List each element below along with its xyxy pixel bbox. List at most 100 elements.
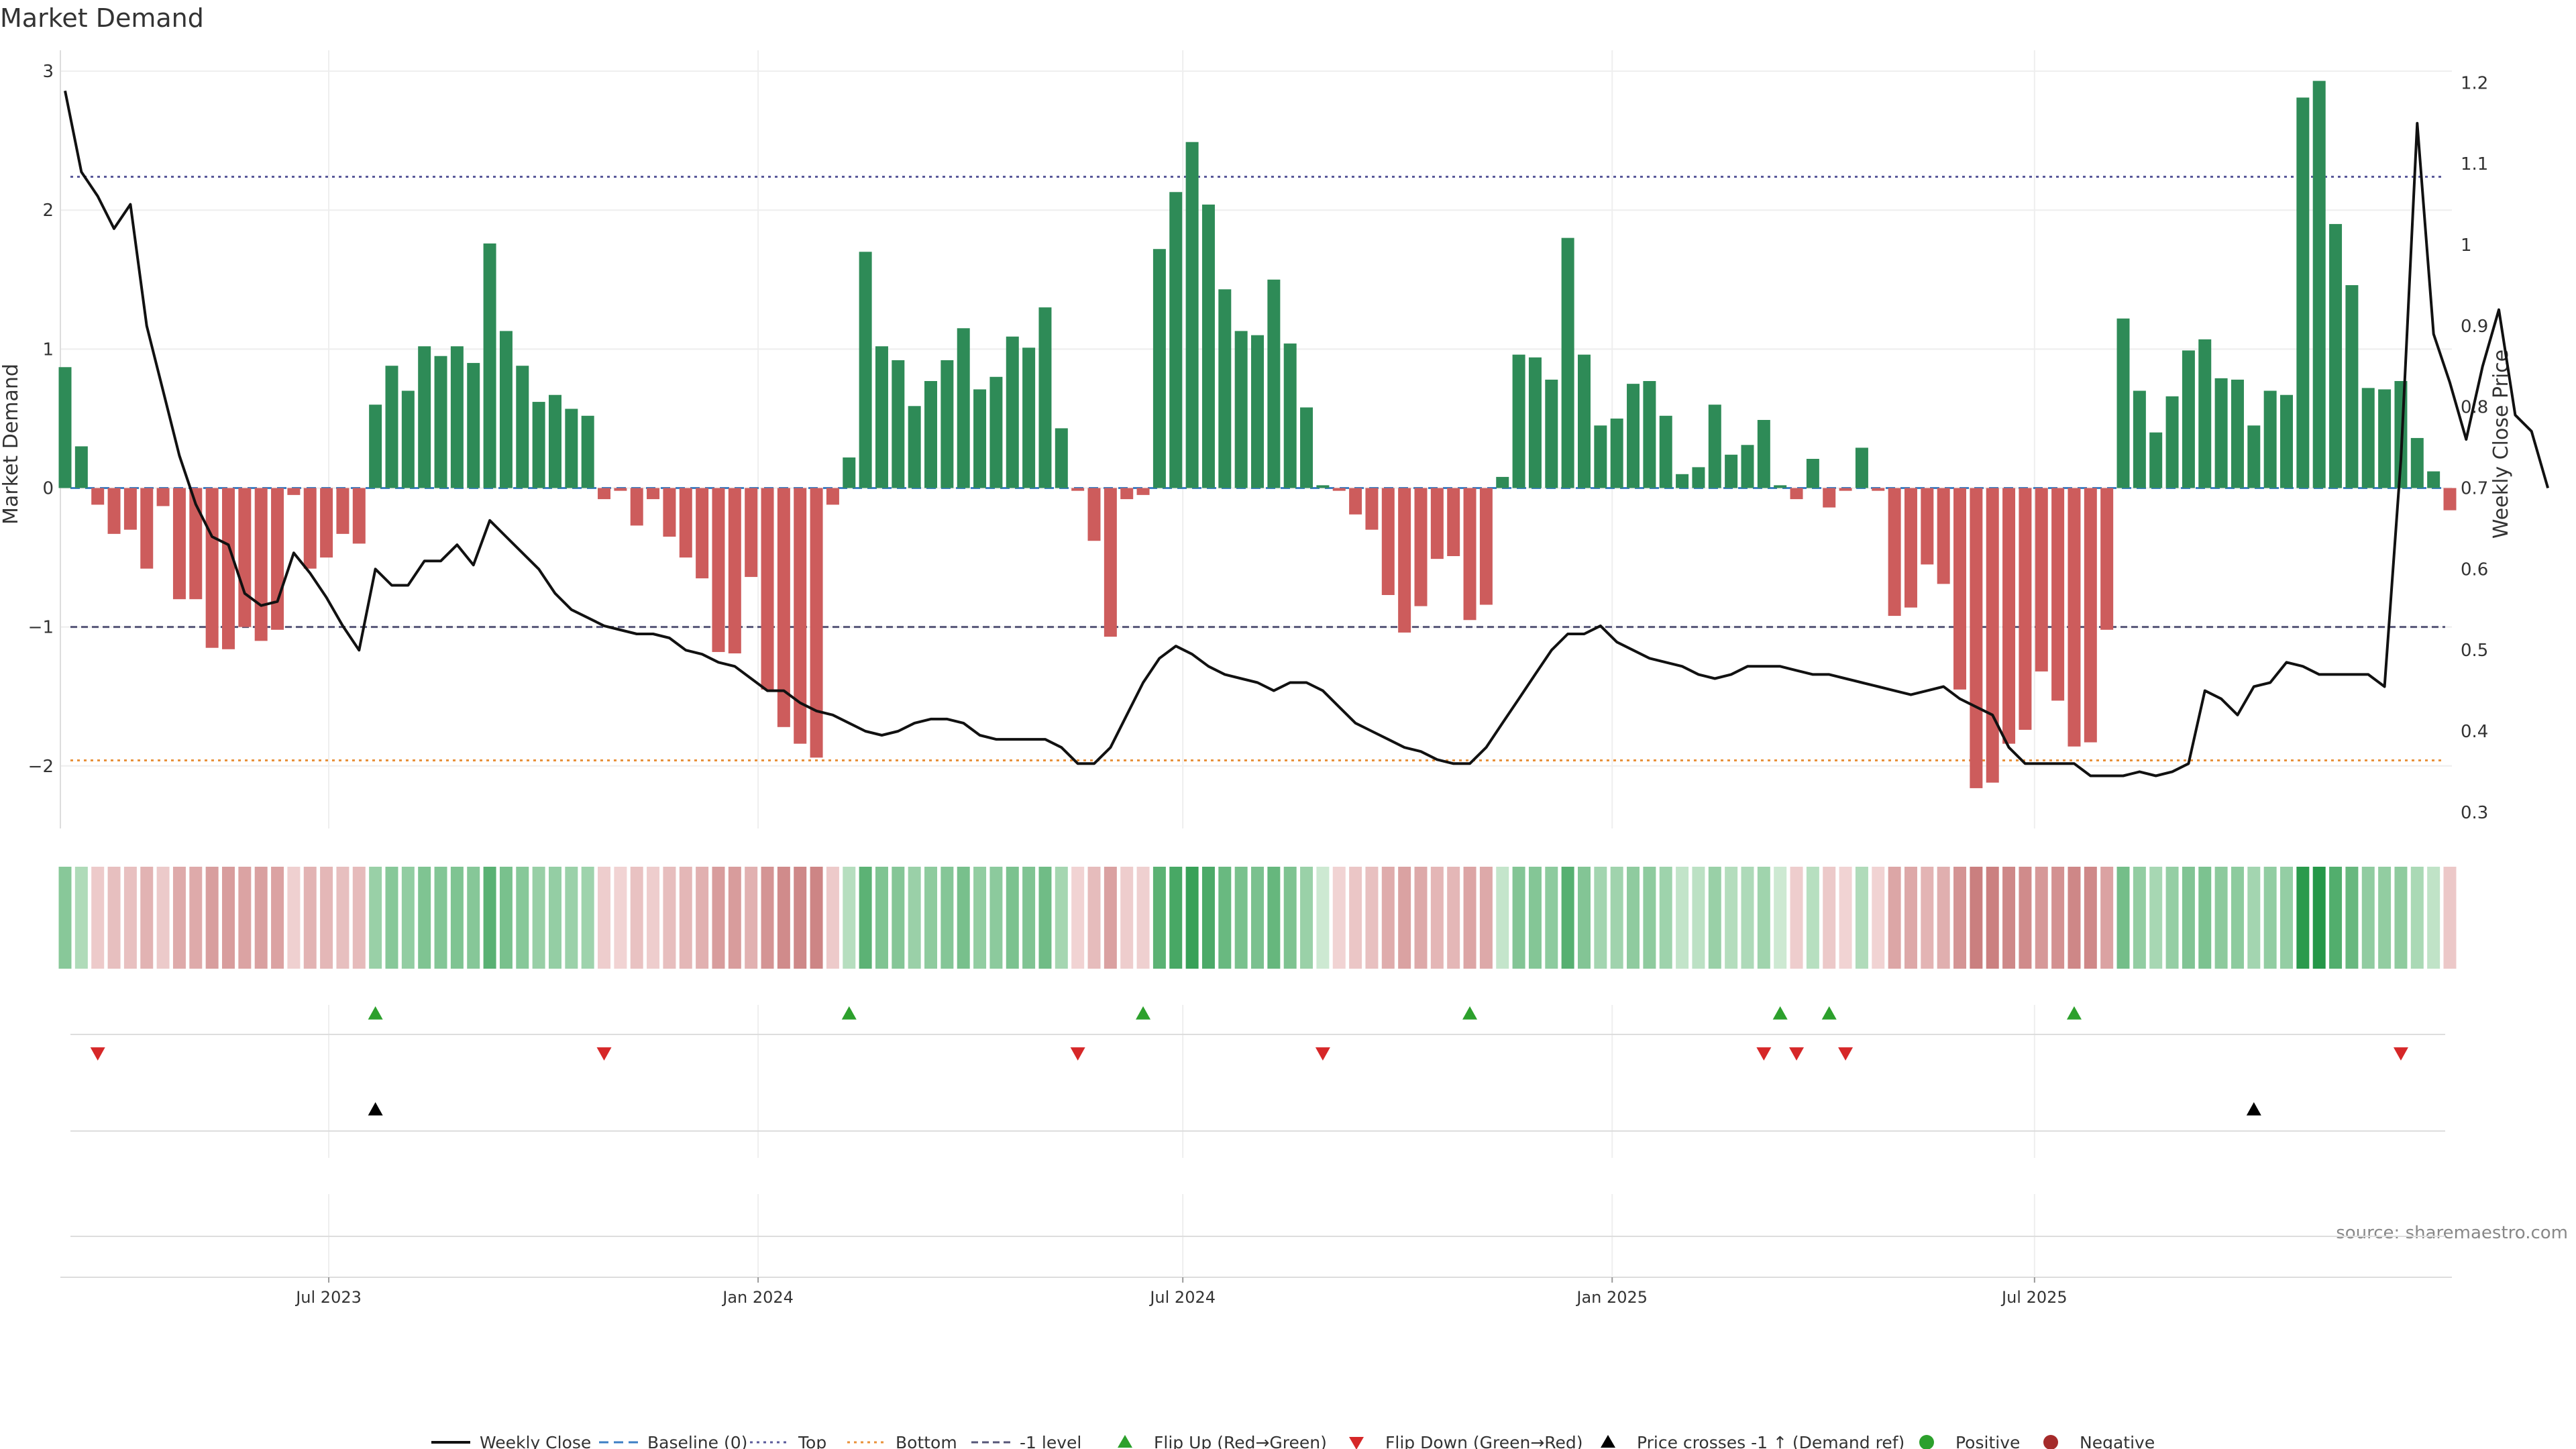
demand-bar <box>663 488 676 537</box>
demand-bar <box>221 488 235 649</box>
demand-bar <box>2312 80 2326 488</box>
heat-cell <box>2296 867 2310 969</box>
demand-bar <box>1904 488 1917 608</box>
demand-bar <box>2019 488 2032 730</box>
demand-bar <box>548 394 561 488</box>
price-cross-marker <box>368 1102 383 1116</box>
heat-cell <box>2019 867 2032 969</box>
legend-label: Bottom <box>896 1433 957 1449</box>
heat-cell <box>1888 867 1901 969</box>
demand-bar <box>2345 285 2359 488</box>
flip-down-marker <box>90 1047 105 1061</box>
x-tick-label: Jul 2025 <box>2000 1288 2068 1307</box>
legend-label: Weekly Close <box>480 1433 591 1449</box>
demand-bar <box>1577 354 1591 488</box>
demand-bar <box>1496 476 1509 488</box>
heat-cell <box>1087 867 1101 969</box>
demand-bar <box>303 488 317 569</box>
demand-bar <box>2084 488 2097 743</box>
heat-cell <box>401 867 415 969</box>
demand-bar <box>679 488 692 558</box>
y-tick-label: 1 <box>42 339 54 360</box>
heat-cell <box>794 867 807 969</box>
heat-cell <box>1594 867 1607 969</box>
legend-item: Bottom <box>847 1433 957 1449</box>
demand-bar <box>598 488 611 500</box>
demand-bar <box>1627 384 1640 488</box>
demand-bar <box>777 488 790 727</box>
weekly-close-line <box>64 91 2550 777</box>
heat-cell <box>467 867 480 969</box>
heat-cell <box>271 867 284 969</box>
demand-bar <box>614 488 627 491</box>
demand-bar <box>2329 223 2343 488</box>
flip-up-marker <box>1772 1006 1788 1020</box>
demand-bar <box>254 488 268 641</box>
demand-bar <box>2165 396 2179 488</box>
heat-cell <box>989 867 1003 969</box>
heat-cell <box>2345 867 2359 969</box>
demand-bar <box>1528 357 1542 488</box>
demand-bar <box>58 367 72 488</box>
demand-bar <box>892 360 905 488</box>
demand-bar <box>973 389 987 488</box>
heat-cell <box>826 867 839 969</box>
demand-bar <box>1725 454 1738 488</box>
y2-tick-label: 1.1 <box>2461 154 2488 174</box>
legend-label: Top <box>798 1433 826 1449</box>
heat-cell <box>1970 867 1983 969</box>
demand-bar <box>1692 467 1705 488</box>
demand-bar <box>1872 488 1885 491</box>
heat-cell <box>172 867 186 969</box>
demand-bar <box>1332 488 1346 491</box>
heat-cell <box>2214 867 2228 969</box>
heat-cell <box>2427 867 2440 969</box>
y2-tick-label: 0.8 <box>2461 398 2488 418</box>
demand-bar <box>1365 488 1379 530</box>
demand-bar <box>2247 425 2261 488</box>
demand-bar <box>140 488 154 569</box>
demand-bar <box>499 331 513 488</box>
legend-item: Top <box>750 1433 826 1449</box>
demand-bar <box>107 488 121 534</box>
legend-item: Price crosses -1 ↑ (Demand ref) <box>1601 1433 1904 1449</box>
demand-bar <box>2002 488 2016 744</box>
y2-tick-label: 0.9 <box>2461 317 2488 337</box>
heat-cell <box>1332 867 1346 969</box>
heat-cell <box>1545 867 1558 969</box>
demand-bar <box>1251 335 1264 488</box>
demand-bar <box>1643 381 1656 488</box>
signal-markers <box>60 1006 2452 1278</box>
demand-bar <box>1104 488 1117 637</box>
demand-bar <box>2378 389 2392 488</box>
y-tick-label: 3 <box>42 62 54 82</box>
heat-cell <box>1643 867 1656 969</box>
y2-tick-label: 1 <box>2461 235 2472 256</box>
demand-bar <box>745 488 758 578</box>
demand-bar <box>483 243 496 488</box>
demand-bar <box>1741 445 1754 488</box>
heat-cell <box>1381 867 1395 969</box>
heat-cell <box>1610 867 1623 969</box>
heat-cell <box>1055 867 1068 969</box>
flip-up-marker <box>841 1006 857 1020</box>
heat-cell <box>2100 867 2114 969</box>
flip-up-marker <box>1821 1006 1837 1020</box>
demand-bar <box>2280 394 2294 488</box>
heat-cell <box>2116 867 2130 969</box>
demand-bar <box>2231 379 2244 488</box>
heat-cell <box>1201 867 1215 969</box>
y-tick-label: −1 <box>28 618 54 638</box>
demand-bar <box>1512 354 1525 488</box>
demand-bar <box>1267 279 1281 488</box>
heat-cell <box>1790 867 1803 969</box>
demand-bar <box>1218 289 1232 488</box>
demand-bar <box>1757 420 1770 488</box>
chart-title: Market Demand <box>0 3 204 33</box>
heat-cell <box>434 867 447 969</box>
flip-down-marker <box>1838 1047 1854 1061</box>
heat-cell <box>875 867 888 969</box>
demand-bar <box>989 376 1003 488</box>
heat-cell <box>107 867 121 969</box>
demand-bar <box>1855 447 1868 488</box>
